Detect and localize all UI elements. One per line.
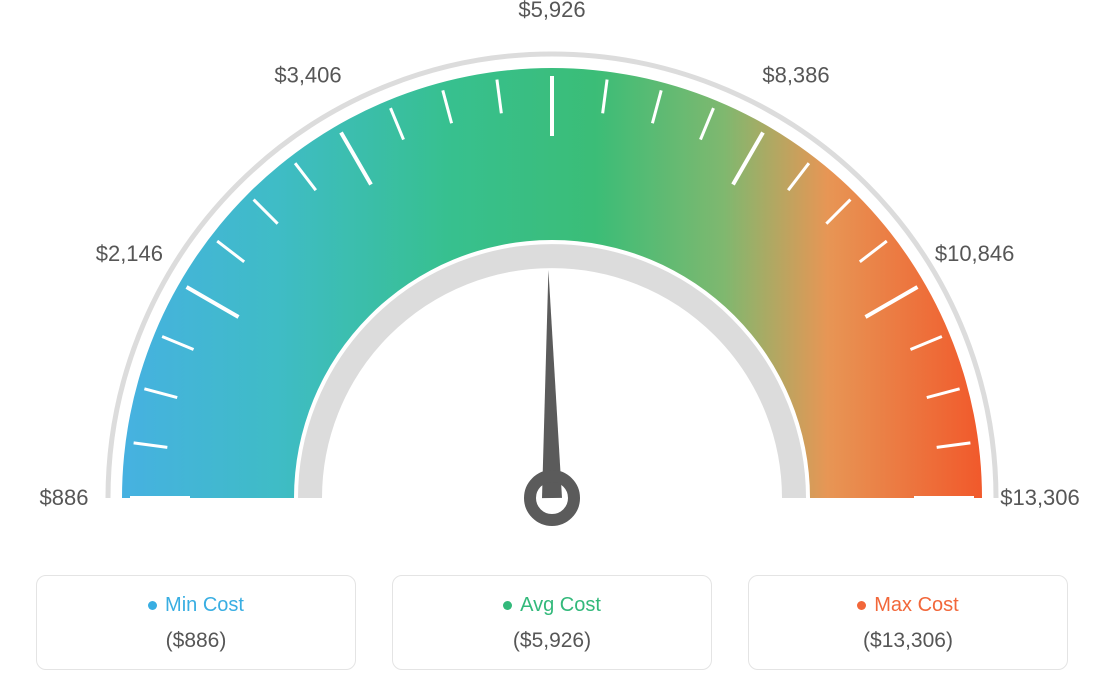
legend-value-avg: ($5,926) — [403, 629, 701, 653]
legend-label-min: Min Cost — [165, 594, 244, 617]
legend-label-max: Max Cost — [874, 594, 958, 617]
tick-label: $10,846 — [935, 241, 1015, 266]
tick-label: $886 — [40, 485, 89, 510]
tick-label: $2,146 — [96, 241, 163, 266]
legend-value-max: ($13,306) — [759, 629, 1057, 653]
tick-label: $3,406 — [274, 62, 341, 87]
dot-max — [857, 601, 866, 610]
needle — [542, 270, 562, 498]
legend-card-max: Max Cost ($13,306) — [748, 575, 1068, 670]
dot-avg — [503, 601, 512, 610]
legend-card-min: Min Cost ($886) — [36, 575, 356, 670]
tick-label: $5,926 — [518, 0, 585, 22]
legend-value-min: ($886) — [47, 629, 345, 653]
tick-label: $13,306 — [1000, 485, 1080, 510]
dot-min — [148, 601, 157, 610]
legend-row: Min Cost ($886) Avg Cost ($5,926) Max Co… — [0, 575, 1104, 670]
legend-card-avg: Avg Cost ($5,926) — [392, 575, 712, 670]
gauge-chart: $886 $2,146 $3,406 $5,926 $8,386 $10,846 $13,3… — [0, 0, 1104, 560]
legend-label-avg: Avg Cost — [520, 594, 601, 617]
tick-label: $8,386 — [762, 62, 829, 87]
